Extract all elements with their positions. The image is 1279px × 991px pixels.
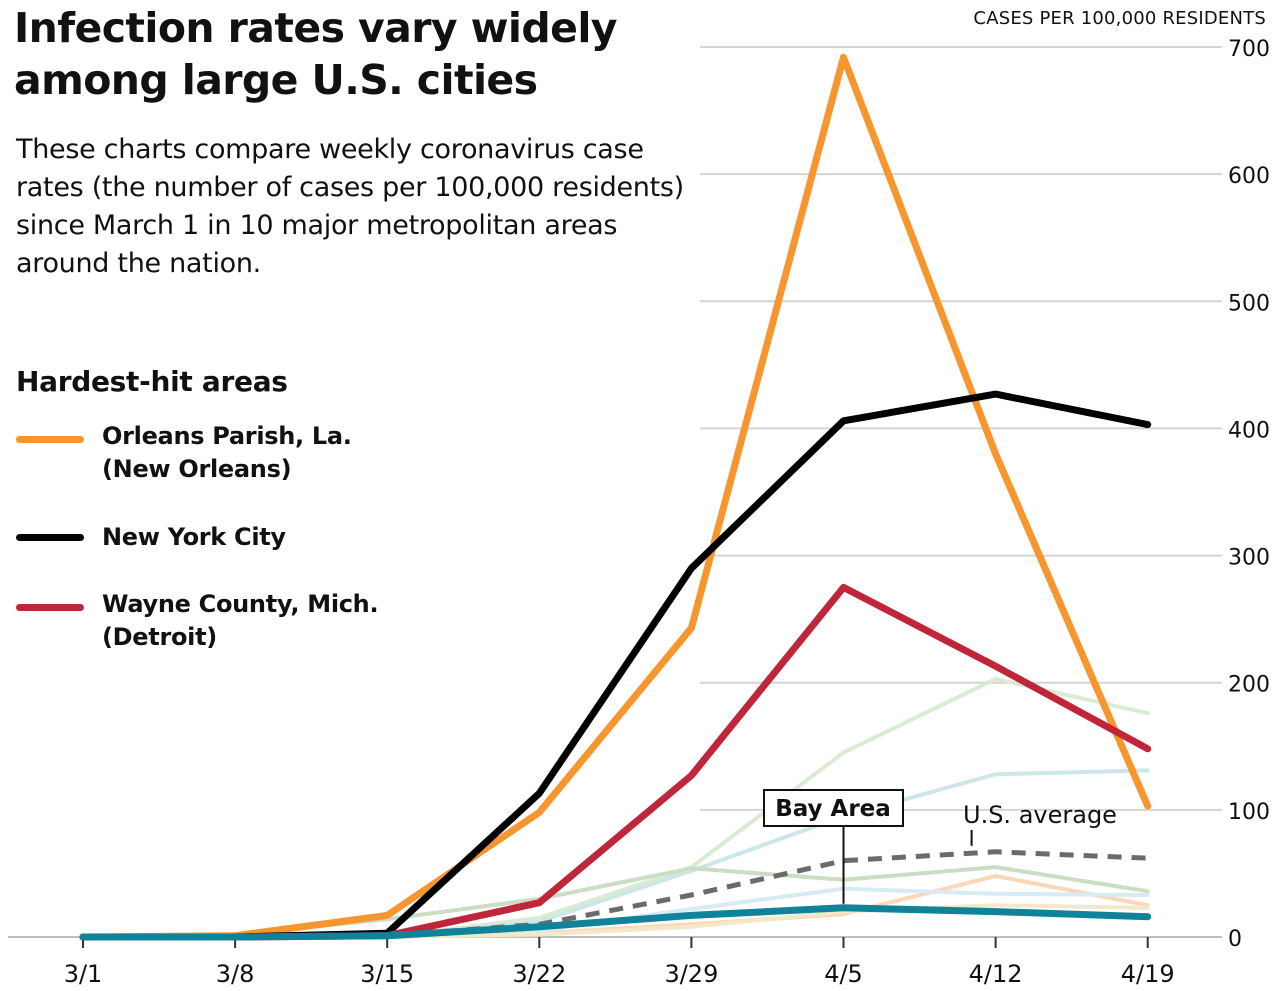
legend-label-line1: Orleans Parish, La.	[102, 422, 352, 450]
x-tick-label-4: 3/29	[664, 960, 718, 988]
series-lines	[79, 53, 1152, 941]
y-tick-label-300: 300	[1228, 546, 1270, 571]
series-line-bay-area	[79, 904, 1152, 941]
x-tick-label-1: 3/8	[216, 960, 255, 988]
legend-label-line2: (Detroit)	[102, 623, 217, 651]
legend-label-line2: (New Orleans)	[102, 455, 292, 483]
y-tick-label-400: 400	[1228, 418, 1270, 443]
legend-title: Hardest-hit areas	[16, 365, 288, 398]
legend-label-wayne: Wayne County, Mich. (Detroit)	[102, 588, 442, 654]
bay-area-label-box	[763, 789, 904, 827]
x-tick-label-0: 3/1	[64, 960, 103, 988]
chart-title: Infection rates vary widely among large …	[14, 4, 618, 104]
x-tick-label-3: 3/22	[512, 960, 566, 988]
us-average-label: U.S. average	[963, 801, 1117, 829]
y-tick-label-200: 200	[1228, 673, 1270, 698]
y-tick-label-600: 600	[1228, 164, 1270, 189]
legend-label-line1: Wayne County, Mich.	[102, 590, 379, 618]
y-axis-label: CASES PER 100,000 RESIDENTS	[973, 8, 1266, 29]
y-tick-label-100: 100	[1228, 800, 1270, 825]
legend-label-nyc: New York City	[102, 521, 442, 554]
x-tick-label-6: 4/12	[969, 960, 1023, 988]
y-tick-label-500: 500	[1228, 291, 1270, 316]
x-tick-label-5: 4/5	[824, 960, 863, 988]
x-tick-label-2: 3/15	[360, 960, 414, 988]
legend-swatch-wayne	[16, 604, 84, 611]
series-line-orleans-parish-la-new-orleans	[79, 53, 1152, 941]
bay-area-label: Bay Area	[775, 796, 891, 822]
x-tick-label-7: 4/19	[1121, 960, 1175, 988]
gridlines	[8, 46, 1222, 938]
legend-swatch-nyc	[16, 534, 84, 541]
annotations: Bay Area U.S. average	[763, 789, 1117, 904]
chart-subtitle: These charts compare weekly coronavirus …	[16, 134, 684, 279]
y-tick-label-700: 700	[1228, 37, 1270, 62]
legend-swatch-orleans	[16, 436, 84, 443]
axis-ticks: 0 100 200 300 400 500 600 700 3/1 3/8 3/15 3/22 3/29…	[64, 37, 1270, 988]
y-tick-label-0: 0	[1228, 927, 1242, 952]
legend-label-line1: New York City	[102, 523, 286, 551]
legend-label-orleans: Orleans Parish, La. (New Orleans)	[102, 420, 442, 486]
